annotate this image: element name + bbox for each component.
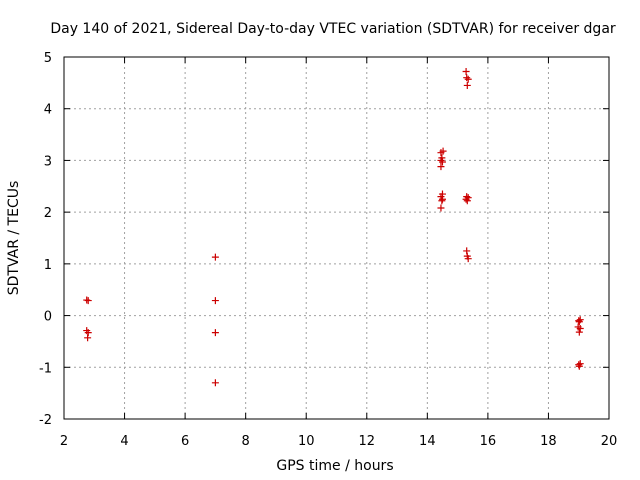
data-point [84,297,92,305]
x-tick-label: 10 [298,434,315,449]
x-tick-label: 14 [419,434,436,449]
grid [64,57,609,419]
y-tick-label: 0 [44,310,52,325]
data-point [463,74,471,82]
data-point [437,156,445,164]
data-point [211,297,219,305]
data-points [83,67,584,387]
x-tick-label: 20 [601,434,618,449]
data-point [211,379,219,387]
data-point [576,325,584,332]
x-tick-label: 4 [120,434,128,449]
data-point [438,195,446,203]
data-point [575,317,583,325]
data-point [438,158,446,166]
data-point [84,329,92,337]
data-point [438,197,446,205]
x-tick-label: 8 [242,434,250,449]
y-tick-label: -1 [39,361,52,376]
y-tick-labels: -2 -1 0 1 2 3 4 5 [39,51,52,428]
x-tick-label: 12 [359,434,376,449]
y-tick-label: 2 [44,206,52,221]
data-point [84,334,92,342]
plot-frame [63,56,610,420]
data-point [211,329,219,337]
y-tick-label: 1 [44,258,52,273]
data-point [463,197,471,205]
y-tick-label: 3 [44,154,52,169]
x-tick-label: 6 [181,434,189,449]
y-tick-label: -2 [39,413,52,428]
x-axis-label: GPS time / hours [276,458,393,474]
y-tick-label: 4 [44,103,52,118]
data-point [462,67,470,75]
data-point [464,75,472,83]
x-tick-label: 2 [60,434,68,449]
x-tick-label: 18 [540,434,557,449]
data-point [211,253,219,261]
axis-ticks [63,56,610,420]
data-point [437,204,445,212]
data-point [575,318,583,326]
data-point [575,361,583,369]
data-point [462,195,470,203]
y-tick-label: 5 [44,51,52,66]
x-tick-label: 16 [480,434,497,449]
data-point [575,362,583,370]
data-point [439,147,447,155]
y-axis-label: SDTVAR / TECUs [6,181,22,296]
x-tick-labels: 2 4 6 8 10 12 14 16 18 20 [60,434,617,449]
data-point [575,328,583,336]
data-point [464,255,472,263]
data-point [437,163,445,171]
chart-title: Day 140 of 2021, Sidereal Day-to-day VTE… [50,21,616,37]
data-point [463,81,471,89]
data-point [463,247,471,255]
